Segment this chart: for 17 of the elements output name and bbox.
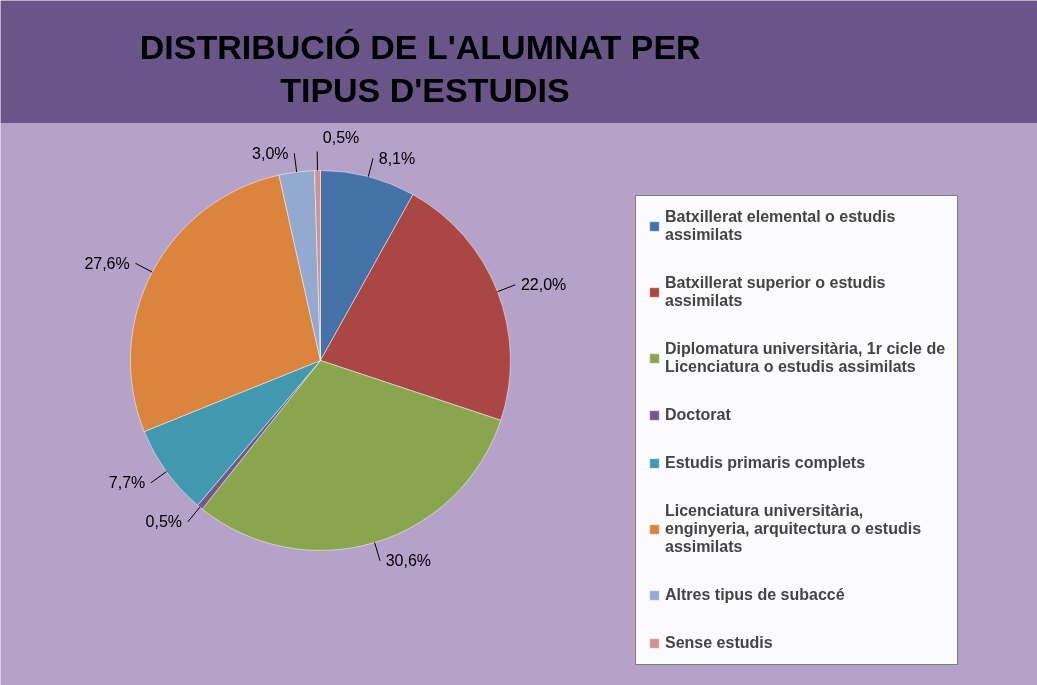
legend-label: Batxillerat superior o estudis assimilats: [665, 274, 886, 310]
legend-label: Diplomatura universitària, 1r cicle de Licenciatura o estudis assimilats: [665, 340, 946, 376]
data-label: 22,0%: [520, 276, 567, 294]
data-label: 3,0%: [252, 144, 289, 162]
data-label: 7,7%: [108, 474, 146, 492]
data-label: 8,1%: [378, 149, 416, 167]
legend-label: Doctorat: [665, 406, 731, 424]
chart-title: DISTRIBUCIÓ DE L'ALUMNAT PER TIPUS D'ESTUDIS: [139, 27, 701, 110]
data-label: 0,5%: [145, 513, 183, 531]
legend-label: Sense estudis: [665, 634, 773, 652]
data-label: 30,6%: [385, 552, 432, 570]
data-label: 27,6%: [84, 254, 130, 272]
legend-label: Licenciatura universitària, enginyeria, arquitectura o estudis assimilats: [665, 502, 922, 556]
legend-label: Altres tipus de subaccé: [665, 586, 845, 604]
data-label: 0,5%: [322, 129, 360, 147]
legend-label: Estudis primaris complets: [665, 454, 866, 472]
legend-label: Batxillerat elemental o estudis assimilats: [665, 208, 896, 244]
